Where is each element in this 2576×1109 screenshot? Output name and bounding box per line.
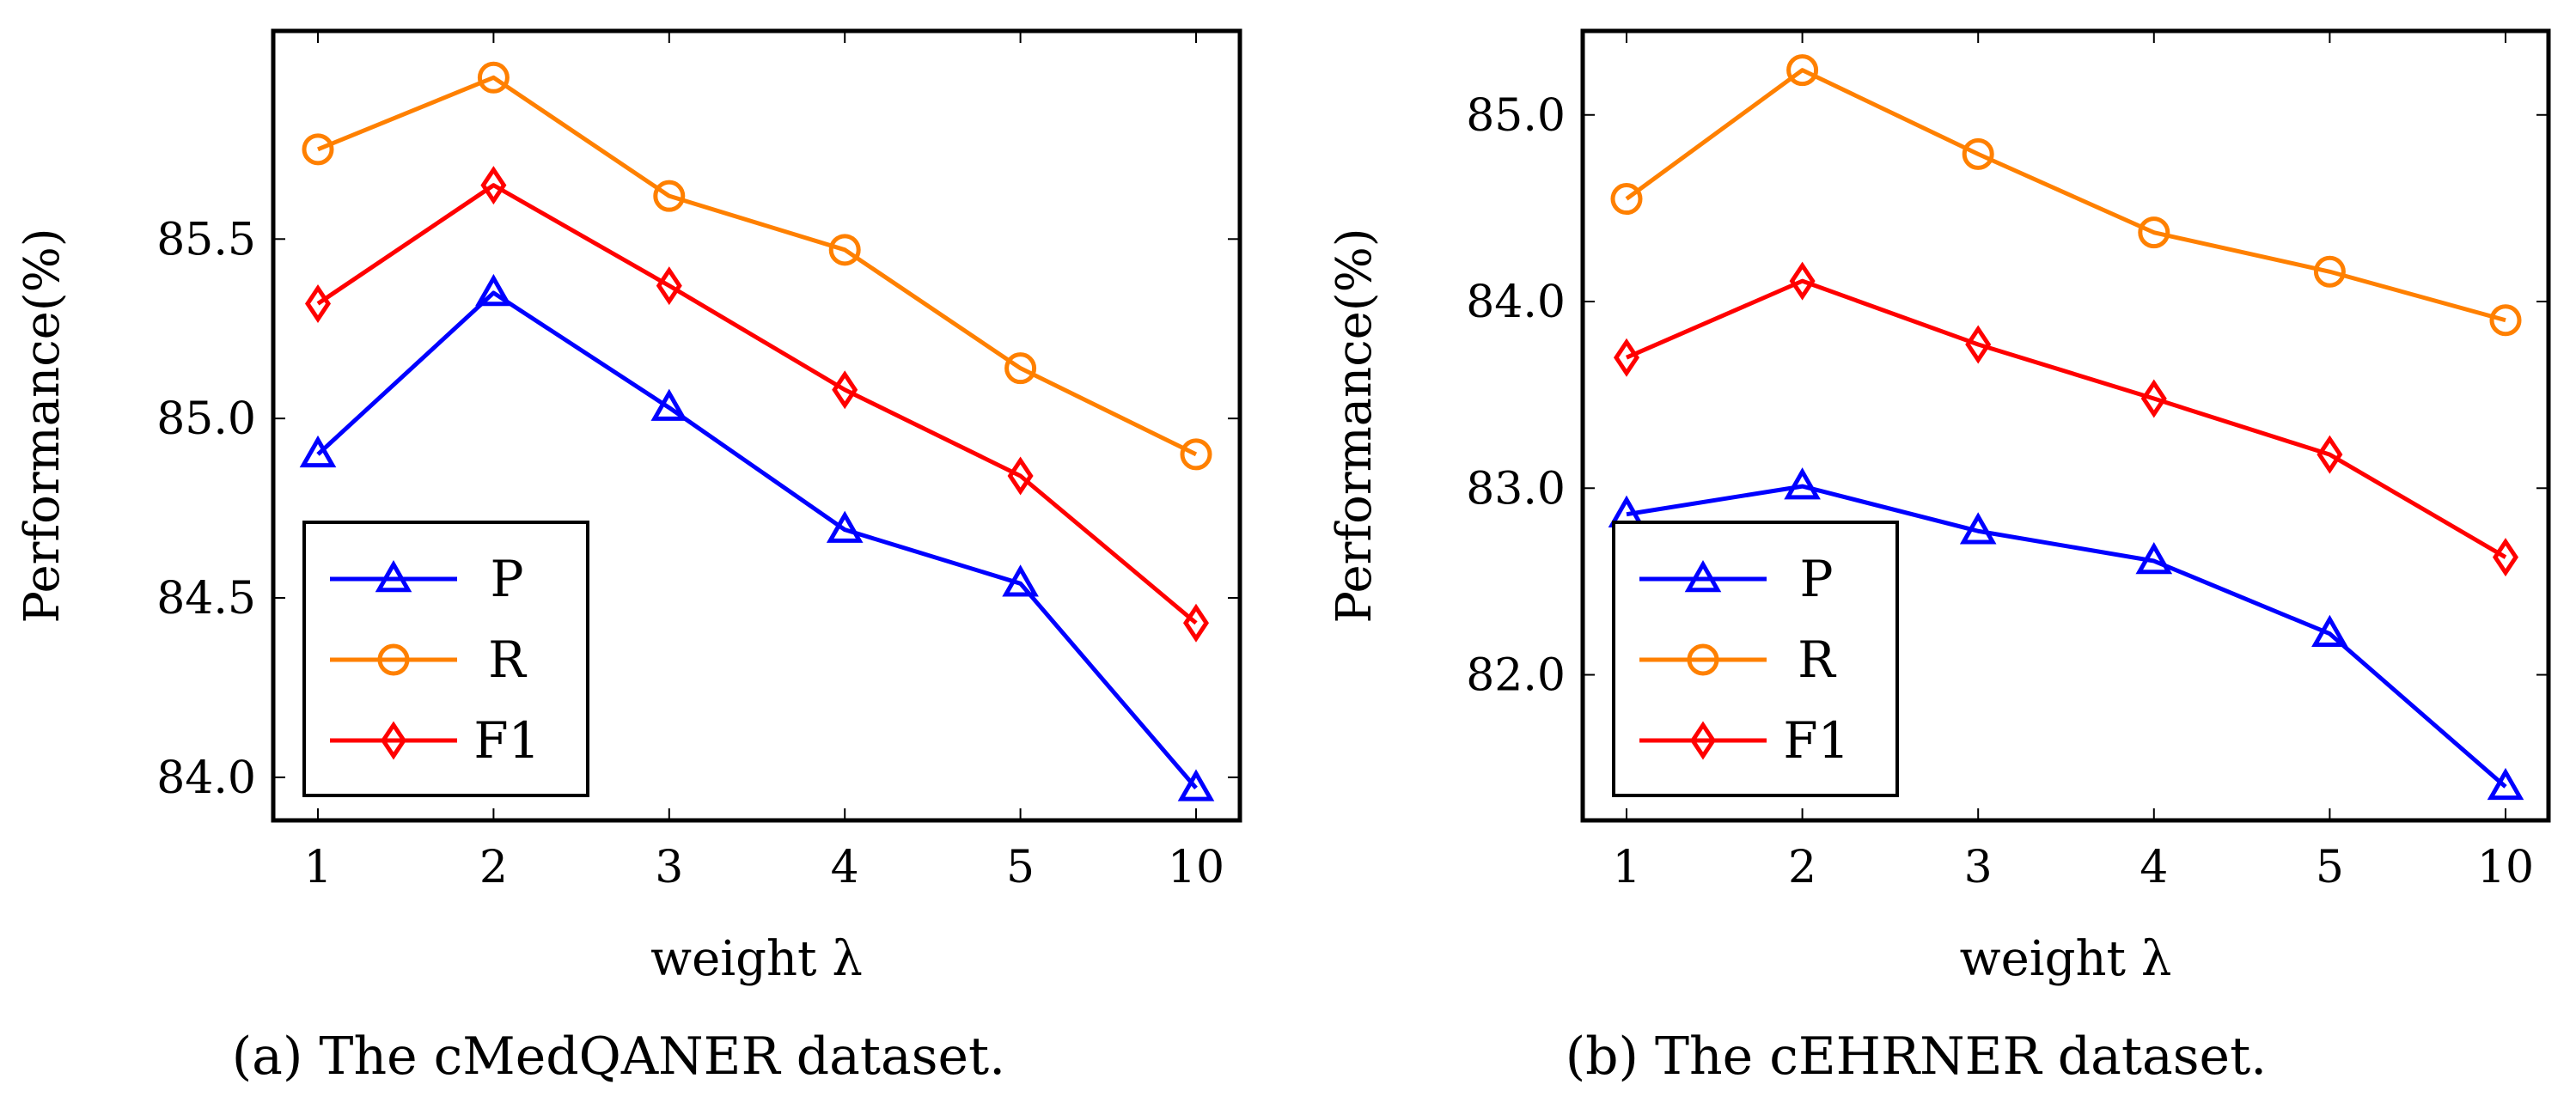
x-axis-label: weight λ: [1960, 931, 2172, 987]
data-point-f1: [1613, 338, 1640, 377]
y-tick-label: 84.0: [1466, 277, 1566, 328]
data-point-p: [1784, 467, 1821, 500]
y-tick-label: 84.0: [156, 753, 256, 804]
data-point-r: [477, 61, 510, 94]
x-tick-label: 5: [1006, 842, 1035, 893]
y-axis-label: Performance(%): [1327, 228, 1383, 623]
panel-caption: (b) The cEHRNER dataset.: [1566, 1027, 2268, 1087]
data-point-r: [2489, 304, 2522, 337]
x-tick-label: 2: [1788, 842, 1816, 893]
data-point-p: [299, 435, 337, 468]
data-point-r: [1786, 54, 1819, 87]
data-point-p: [826, 510, 864, 543]
x-axis-label: weight λ: [650, 931, 863, 987]
x-tick-label: 2: [479, 842, 508, 893]
data-point-r: [1004, 352, 1037, 385]
x-tick-label: 3: [655, 842, 683, 893]
series-line-f1: [316, 183, 1198, 625]
data-point-f1: [1007, 456, 1034, 496]
x-tick-label: 1: [303, 842, 332, 893]
legend-marker-f1: [1689, 721, 1717, 760]
legend-marker-p: [1684, 559, 1722, 593]
data-point-f1: [304, 283, 332, 323]
y-tick-label: 85.5: [156, 214, 256, 265]
y-tick-label: 82.0: [1466, 650, 1566, 702]
y-axis-label: Performance(%): [15, 228, 70, 623]
legend-label-f1: F1: [473, 711, 540, 770]
series-line-r: [317, 75, 1198, 457]
data-point-r: [828, 234, 861, 266]
plot-frame: [271, 28, 1242, 823]
data-point-p: [2487, 767, 2524, 801]
data-point-r: [302, 133, 334, 166]
legend-marker-r: [1687, 643, 1719, 676]
data-point-r: [653, 180, 686, 212]
data-point-r: [1610, 183, 1643, 216]
x-tick-label: 3: [1964, 842, 1993, 893]
data-point-p: [2135, 541, 2173, 575]
data-point-p: [475, 273, 512, 307]
data-point-p: [2311, 614, 2348, 647]
legend-label-r: R: [1798, 631, 1837, 689]
legend-marker-f1: [380, 721, 407, 760]
x-tick-label: 10: [1168, 842, 1224, 893]
series-line-f1: [1626, 278, 2507, 559]
data-point-p: [1002, 564, 1039, 597]
y-tick-label: 84.5: [156, 573, 256, 625]
legend: PR F1: [302, 521, 589, 797]
data-point-f1: [1789, 261, 1816, 301]
data-point-f1: [2140, 379, 2167, 418]
y-tick-label: 83.0: [1466, 463, 1566, 515]
data-point-p: [650, 388, 688, 421]
x-tick-label: 1: [1612, 842, 1640, 893]
x-tick-label: 10: [2477, 842, 2534, 893]
data-point-f1: [656, 266, 682, 306]
legend-label-f1: F1: [1783, 711, 1849, 770]
legend-marker-p: [375, 559, 412, 593]
legend: PR F1: [1612, 521, 1899, 797]
data-point-r: [2138, 216, 2170, 249]
data-point-p: [1177, 769, 1215, 801]
data-point-f1: [480, 166, 507, 205]
series-line-r: [1625, 68, 2506, 323]
x-tick-label: 5: [2316, 842, 2344, 893]
data-point-f1: [832, 370, 858, 410]
y-tick-label: 85.0: [1466, 90, 1566, 142]
series-line-p: [316, 290, 1198, 790]
plot-frame: [1580, 28, 2551, 823]
data-point-f1: [2492, 538, 2519, 577]
x-tick-label: 4: [2140, 842, 2168, 893]
legend-label-p: P: [490, 550, 523, 608]
chart-panel-cmedqaner: 1 2 3 4 5 10 84.0 84.5 85.0 85.5 PR F1 weight λ Perfo…: [15, 28, 1242, 1087]
series-line-p: [1626, 484, 2507, 789]
x-tick-label: 4: [831, 842, 859, 893]
data-point-f1: [2317, 435, 2343, 474]
data-point-r: [2313, 255, 2346, 288]
data-point-p: [1959, 512, 1997, 545]
legend-marker-r: [377, 643, 410, 676]
legend-label-r: R: [488, 631, 528, 689]
data-point-r: [1962, 137, 1994, 170]
legend-label-p: P: [1799, 550, 1833, 608]
panel-caption: (a) The cMedQANER dataset.: [232, 1027, 1005, 1087]
y-tick-label: 85.0: [156, 393, 256, 445]
data-point-f1: [1965, 325, 1992, 364]
data-point-f1: [1182, 603, 1210, 643]
chart-panel-cehrner: 1 2 3 4 5 10 82.0 83.0 84.0 85.0 PR F1 weight λ Perfo…: [1327, 28, 2551, 1087]
data-point-r: [1180, 438, 1212, 471]
